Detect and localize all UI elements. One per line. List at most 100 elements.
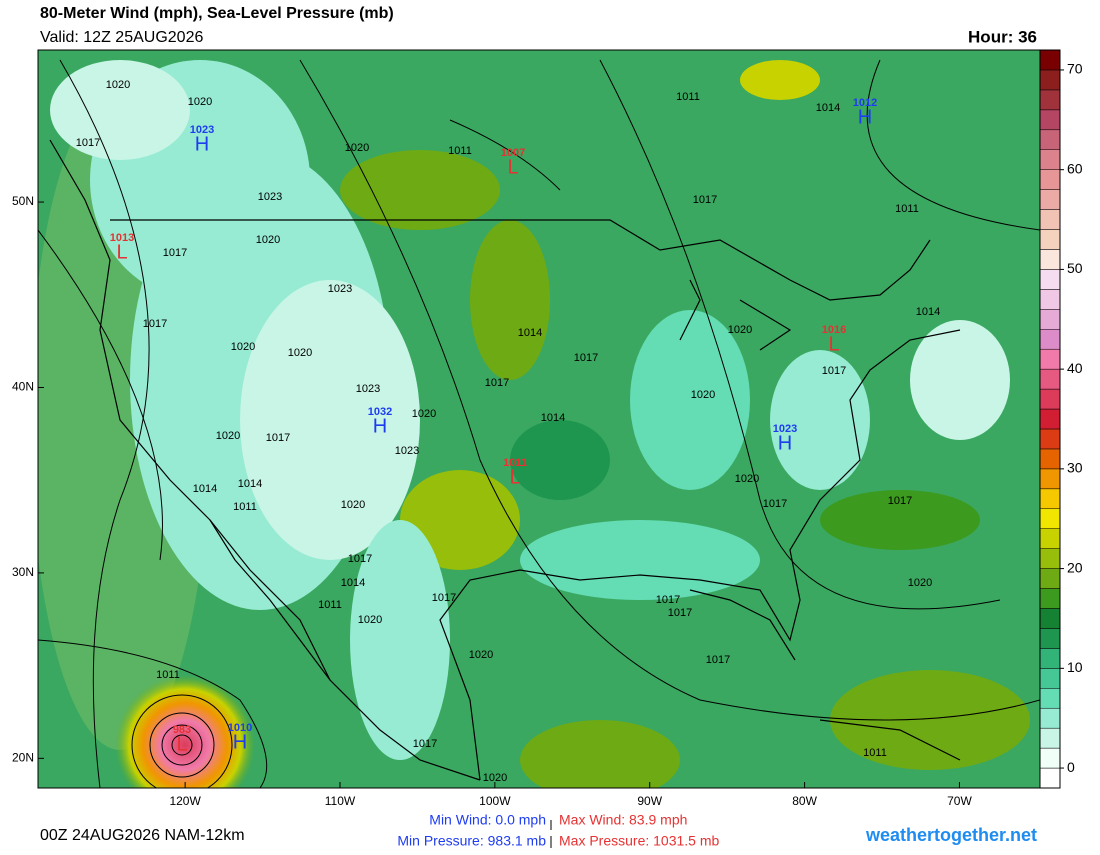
y-tick-label: 30N [12, 565, 34, 579]
colorbar-band [1039, 69, 1061, 91]
isobar-label: 1020 [256, 234, 280, 246]
colorbar-band [1039, 747, 1061, 769]
colorbar-tick-label: 40 [1067, 360, 1083, 376]
pressure-center-value: 1010 [228, 722, 252, 734]
colorbar-band [1039, 388, 1061, 410]
max-wind: Max Wind: 83.9 mph [559, 812, 687, 828]
isobar-label: 1011 [448, 145, 472, 157]
hurricane-field [115, 675, 255, 788]
pressure-center-letter: H [858, 106, 872, 128]
x-tick-label: 100W [479, 794, 511, 808]
colorbar-frame [1039, 49, 1061, 789]
colorbar-band [1039, 688, 1061, 709]
isobar-label: 1011 [318, 599, 342, 611]
colorbar-tick-label: 20 [1067, 559, 1083, 575]
isobar-label: 1014 [193, 483, 217, 495]
colorbar-band [1039, 588, 1061, 609]
isobar-label: 1011 [895, 203, 919, 215]
isobar-label: 1017 [413, 738, 437, 750]
x-tick-label: 70W [947, 794, 972, 808]
colorbar-band [1039, 89, 1061, 111]
pressure-center-letter: L [116, 241, 127, 263]
isobar-label: 1020 [345, 142, 369, 154]
pressure-center-letter: L [509, 466, 520, 488]
pressure-center-letter: L [507, 156, 518, 178]
isobar-label: 1017 [693, 194, 717, 206]
isobar-label: 1017 [485, 377, 509, 389]
isobar-label: 1014 [816, 102, 840, 114]
map-field [38, 50, 1040, 788]
colorbar-band [1039, 169, 1061, 190]
isobar-label: 1020 [469, 649, 493, 661]
y-tick-label: 20N [12, 751, 34, 765]
field-patch [470, 220, 550, 380]
x-tick-label: 120W [169, 794, 201, 808]
site-name: weathertogether.net [865, 825, 1037, 845]
isobar-label: 1017 [763, 498, 787, 510]
colorbar-band [1039, 269, 1061, 290]
isobar-label: 1020 [728, 324, 752, 336]
field-patch [240, 280, 420, 560]
isobar-label: 1020 [231, 341, 255, 353]
isobar-label: 1020 [358, 614, 382, 626]
forecast-hour: Hour: 36 [968, 27, 1037, 46]
colorbar-band [1039, 488, 1061, 510]
colorbar-band [1039, 348, 1061, 370]
colorbar-tick-label: 10 [1067, 659, 1083, 675]
min-pressure: Min Pressure: 983.1 mb [397, 833, 546, 849]
colorbar-band [1039, 707, 1061, 729]
isobar-label: 1017 [76, 137, 100, 149]
colorbar-band [1039, 328, 1061, 350]
isobar-label: 1014 [238, 478, 262, 490]
pressure-center-value: 1011 [503, 457, 527, 469]
pressure-center-letter: H [195, 133, 209, 155]
colorbar-tick-label: 70 [1067, 61, 1083, 77]
isobar-label: 1017 [822, 365, 846, 377]
colorbar-band [1039, 608, 1061, 629]
pressure-center-value: 1023 [190, 124, 214, 136]
field-patch [350, 520, 450, 760]
colorbar-band [1039, 129, 1061, 150]
isobar-label: 1014 [518, 327, 542, 339]
pressure-center-value: 1032 [368, 406, 392, 418]
isobar-label: 1017 [143, 318, 167, 330]
isobar-label: 1020 [483, 772, 507, 784]
isobar-label: 1017 [163, 247, 187, 259]
colorbar-band [1039, 528, 1061, 549]
colorbar-band [1039, 448, 1061, 470]
isobar-label: 1020 [288, 347, 312, 359]
y-tick-label: 50N [12, 194, 34, 208]
min-wind: Min Wind: 0.0 mph [429, 812, 546, 828]
pressure-center-value: 1016 [822, 324, 846, 336]
field-patch [770, 350, 870, 490]
colorbar-band [1039, 209, 1061, 230]
isobar-label: 1011 [863, 747, 887, 759]
pressure-center-letter: H [233, 731, 247, 753]
colorbar-band [1039, 727, 1061, 749]
colorbar-tick-label: 50 [1067, 260, 1083, 276]
isobar-label: 1017 [656, 594, 680, 606]
coastlines-borders [49, 139, 961, 781]
field-patch [830, 670, 1030, 770]
pressure-center-value: 1007 [501, 147, 525, 159]
pressure-center-letter: L [176, 733, 187, 755]
x-tick-label: 80W [792, 794, 817, 808]
colorbar-tick-label: 0 [1067, 759, 1075, 775]
colorbar-band [1039, 309, 1061, 330]
colorbar-band [1039, 428, 1061, 450]
isobar-label: 1023 [356, 383, 380, 395]
field-patch [50, 60, 190, 160]
field-patch [820, 490, 980, 550]
pressure-center-letter: H [373, 415, 387, 437]
isobar-label: 1023 [328, 283, 352, 295]
isobar-label: 1020 [188, 96, 212, 108]
field-patch [740, 60, 820, 100]
isobar-label: 1020 [341, 499, 365, 511]
pressure-center-value: 1012 [853, 97, 877, 109]
isobar-label: 1023 [395, 445, 419, 457]
x-tick-label: 90W [637, 794, 662, 808]
colorbar-band [1039, 229, 1061, 250]
isobar-label: 1011 [676, 91, 700, 103]
